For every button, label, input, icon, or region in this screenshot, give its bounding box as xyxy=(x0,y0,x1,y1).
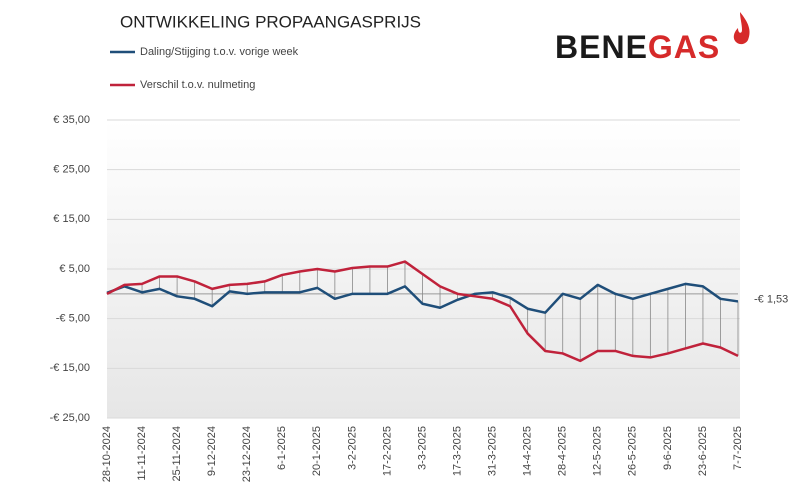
y-tick-label: -€ 5,00 xyxy=(56,313,90,325)
logo-part: GAS xyxy=(648,29,720,65)
series-line xyxy=(106,260,739,363)
x-tick-label: 17-3-2025 xyxy=(451,426,463,476)
y-tick-label: € 35,00 xyxy=(53,114,90,126)
series-line xyxy=(106,282,739,314)
x-tick-label: 3-3-2025 xyxy=(416,426,428,470)
x-tick-label: 25-11-2024 xyxy=(171,426,183,481)
logo-part: BENE xyxy=(555,29,648,65)
x-tick-label: 9-6-2025 xyxy=(662,426,674,470)
x-tick-label: 11-11-2024 xyxy=(136,426,148,481)
y-tick-label: € 15,00 xyxy=(53,213,90,225)
x-tick-label: 9-12-2024 xyxy=(206,426,218,476)
x-tick-label: 17-2-2025 xyxy=(381,426,393,476)
x-tick-label: 23-12-2024 xyxy=(241,426,253,482)
legend-label: Verschil t.o.v. nulmeting xyxy=(140,79,255,91)
y-tick-label: € 5,00 xyxy=(59,263,90,275)
y-tick-label: € 25,00 xyxy=(53,164,90,176)
legend-label: Daling/Stijging t.o.v. vorige week xyxy=(140,46,299,58)
annotation: -€ 1,53 xyxy=(754,293,788,305)
y-tick-label: -€ 15,00 xyxy=(50,362,90,374)
x-tick-label: 28-10-2024 xyxy=(101,426,113,482)
x-tick-label: 7-7-2025 xyxy=(732,426,744,470)
x-tick-label: 14-4-2025 xyxy=(522,426,534,476)
logo: BENEGAS xyxy=(555,29,720,65)
x-tick-label: 26-5-2025 xyxy=(627,426,639,476)
x-tick-label: 28-4-2025 xyxy=(557,426,569,476)
x-tick-label: 31-3-2025 xyxy=(487,426,499,476)
logo-flame xyxy=(733,12,750,45)
x-tick-label: 12-5-2025 xyxy=(592,426,604,476)
chart-title: ONTWIKKELING PROPAANGASPRIJS xyxy=(120,12,421,31)
x-tick-label: 3-2-2025 xyxy=(346,426,358,470)
x-tick-label: 23-6-2025 xyxy=(697,426,709,476)
y-tick-label: -€ 25,00 xyxy=(50,412,90,424)
x-tick-label: 6-1-2025 xyxy=(276,426,288,470)
x-tick-label: 20-1-2025 xyxy=(311,426,323,476)
